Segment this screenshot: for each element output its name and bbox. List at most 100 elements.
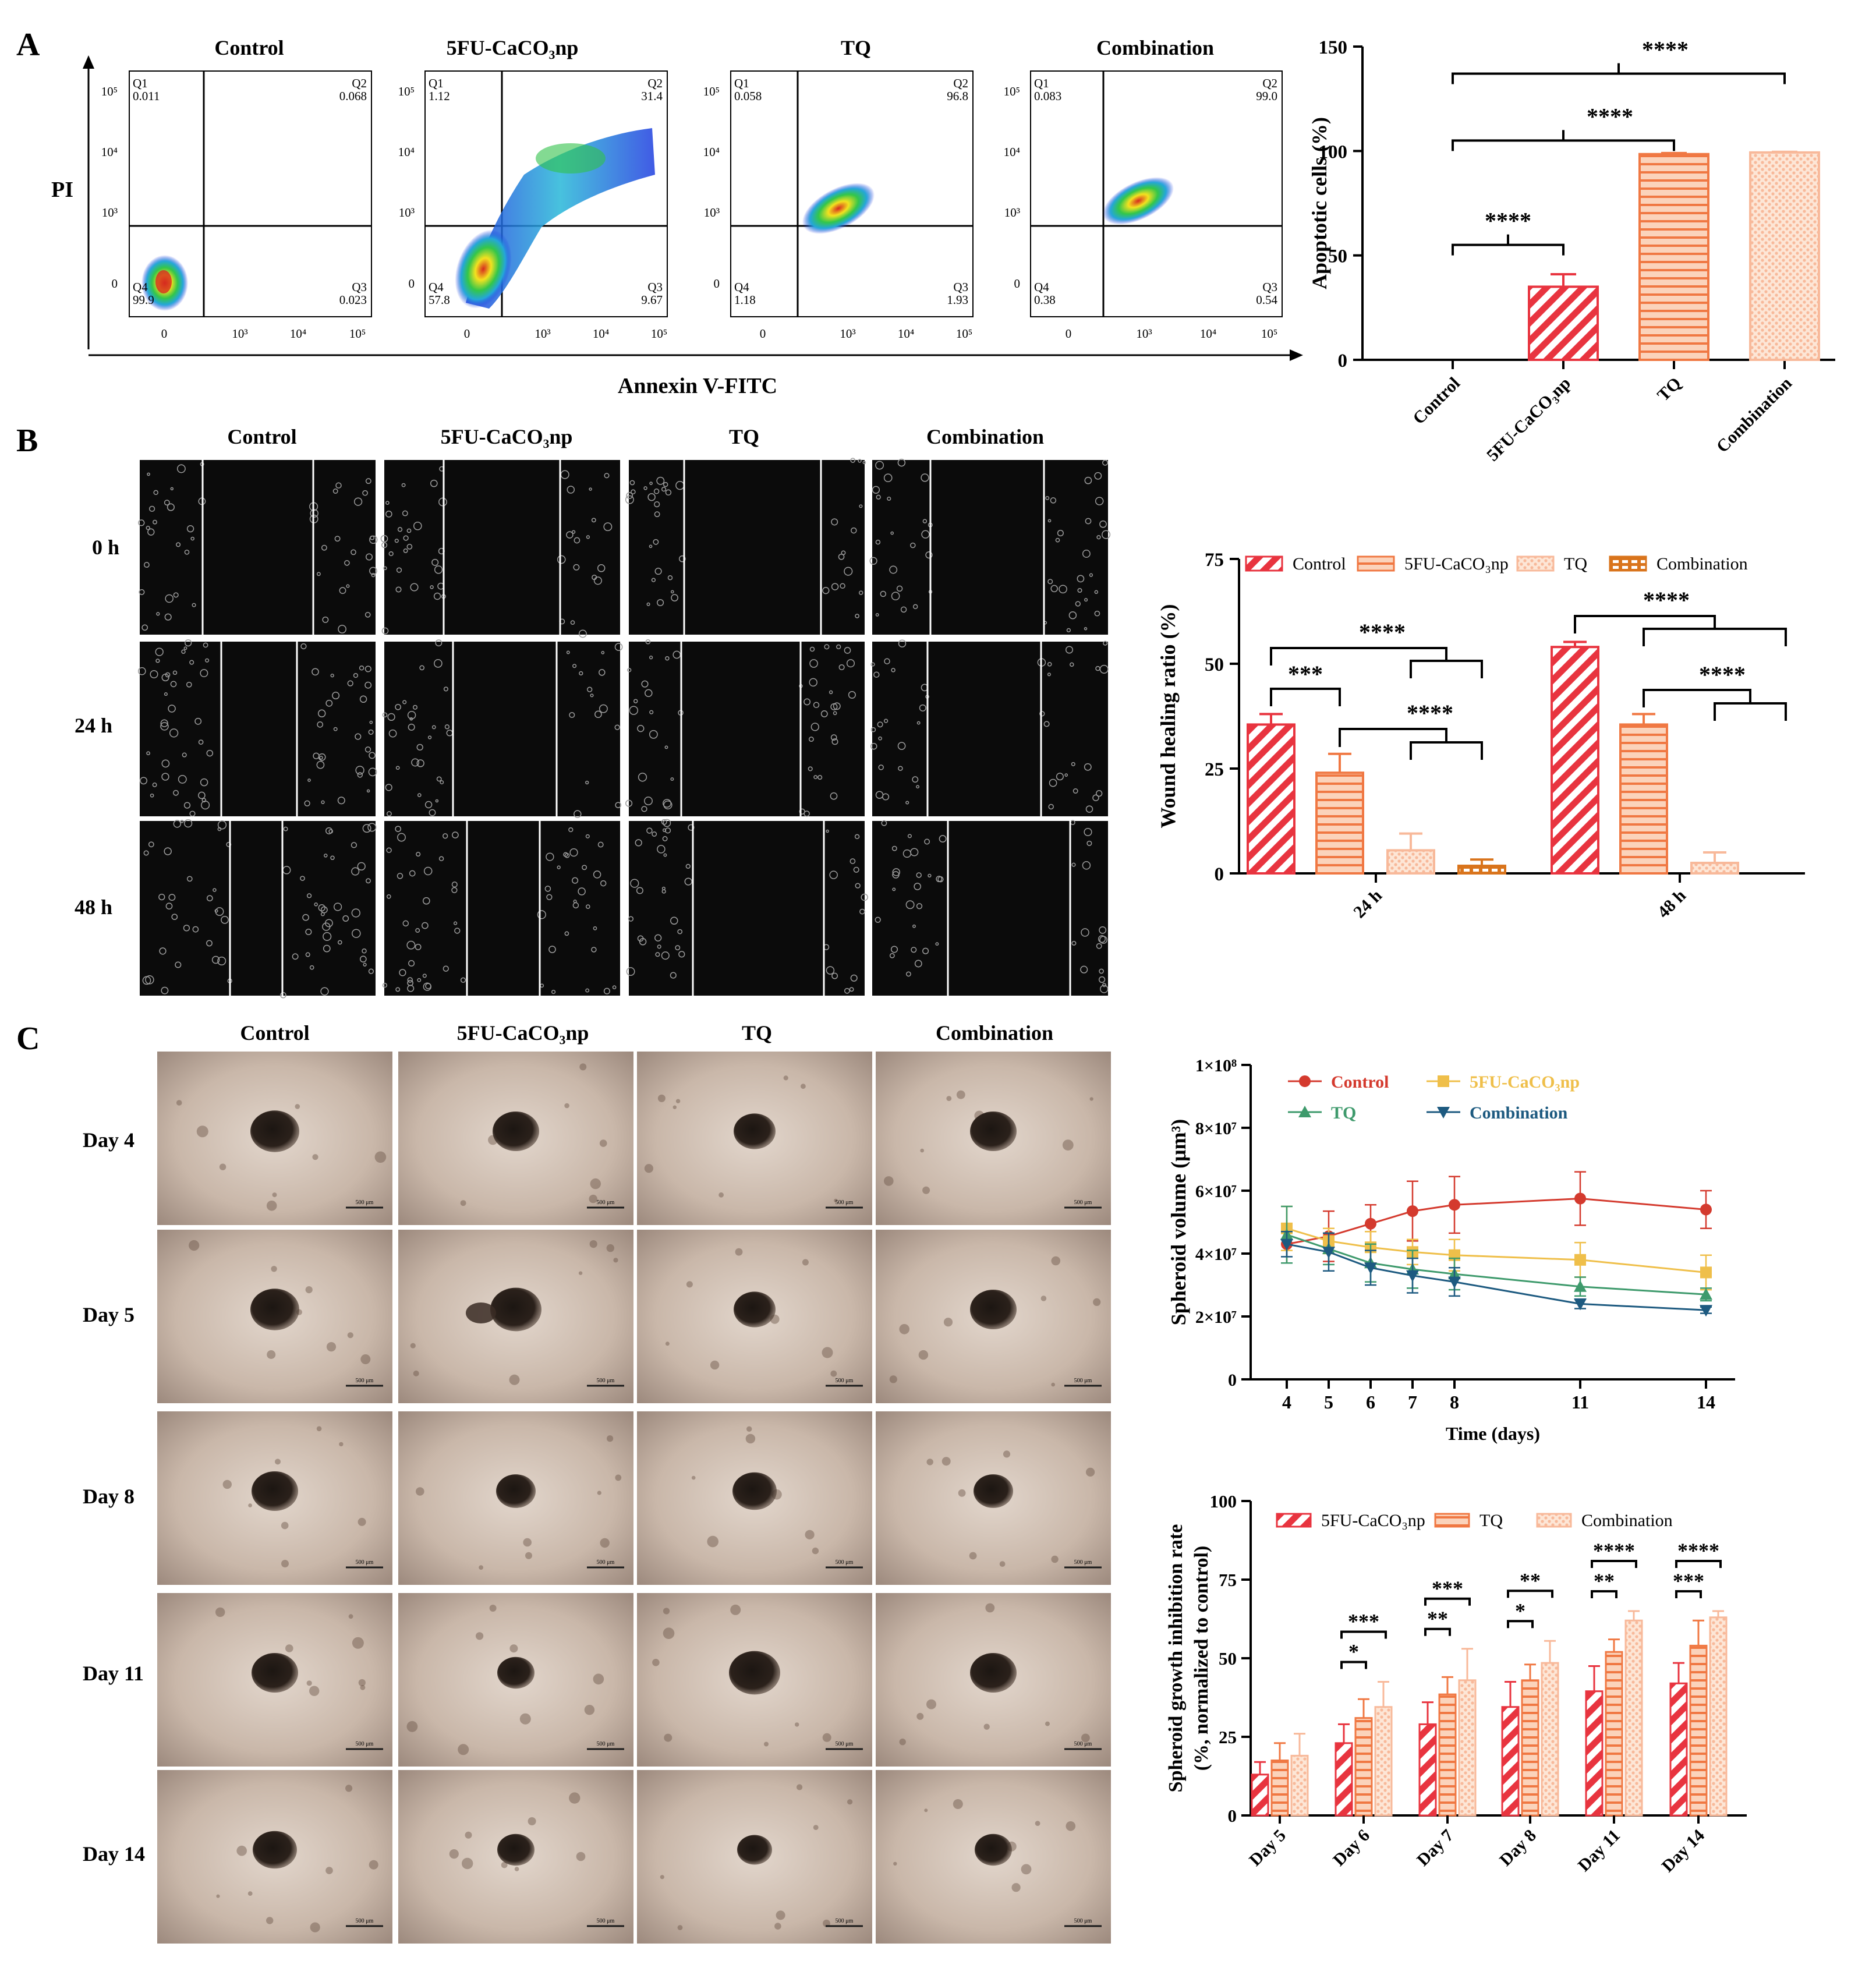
- debris-mark: [660, 1875, 664, 1879]
- debris-mark: [306, 1680, 312, 1686]
- cell-mark: [891, 845, 897, 851]
- wound-micrograph: [625, 458, 866, 635]
- x-tick-label: 24 h: [1350, 886, 1386, 922]
- cell-mark: [189, 660, 194, 665]
- cell-mark: [830, 792, 838, 800]
- cell-mark: [402, 510, 408, 516]
- cell-mark: [365, 553, 373, 561]
- cell-mark: [846, 659, 855, 668]
- cell-mark: [625, 495, 634, 504]
- cell-mark: [312, 668, 319, 676]
- cell-mark: [422, 897, 430, 905]
- cell-mark: [433, 592, 441, 600]
- cell-mark: [371, 573, 376, 578]
- cell-mark: [892, 887, 896, 891]
- cell-mark: [399, 969, 406, 976]
- cell-mark: [368, 767, 377, 777]
- cell-mark: [655, 952, 660, 957]
- cell-mark: [307, 778, 311, 782]
- cell-mark: [861, 893, 868, 901]
- cell-mark: [829, 870, 838, 879]
- cell-mark: [306, 893, 312, 898]
- cell-mark: [1096, 790, 1103, 797]
- debris-mark: [812, 1547, 819, 1555]
- quad-label: Q1: [133, 76, 148, 90]
- significance-label: *: [1348, 1640, 1359, 1663]
- debris-mark: [941, 1457, 951, 1466]
- cell-mark: [664, 827, 671, 834]
- cell-mark: [186, 525, 194, 533]
- scale-bar-label: 500 μm: [1074, 1199, 1092, 1206]
- cell-mark: [206, 749, 214, 757]
- debris-mark: [657, 1094, 666, 1102]
- debris-mark: [1021, 1864, 1032, 1875]
- quad-value: 31.4: [641, 89, 663, 103]
- cell-mark: [831, 518, 838, 526]
- cell-mark: [649, 482, 653, 485]
- wound-micrograph: [138, 460, 378, 635]
- cell-mark: [173, 820, 182, 828]
- spheroid-micrograph: 500 μm: [398, 1052, 633, 1225]
- cell-mark: [854, 834, 860, 840]
- spheroid: [729, 1651, 780, 1695]
- cell-mark: [870, 742, 877, 750]
- cell-mark: [646, 602, 650, 606]
- quad-value: 99.9: [133, 293, 154, 307]
- debris-mark: [677, 1925, 683, 1931]
- x-tick-label: Day 8: [1496, 1826, 1540, 1870]
- significance-label: ****: [1643, 587, 1690, 613]
- b-row-label: 24 h: [75, 714, 112, 737]
- cell-mark: [859, 504, 863, 508]
- debris-mark: [710, 1360, 720, 1370]
- legend-swatch: [1276, 1513, 1312, 1528]
- debris-mark: [615, 1474, 622, 1481]
- cell-mark: [395, 703, 401, 710]
- cell-mark: [153, 519, 157, 525]
- debris-mark: [1086, 1467, 1095, 1477]
- debris-mark: [236, 1845, 247, 1856]
- cell-mark: [366, 789, 370, 793]
- debris-mark: [509, 1644, 518, 1653]
- cell-mark: [368, 968, 374, 974]
- cell-mark: [838, 664, 845, 671]
- spheroid-micrograph: 500 μm: [398, 1770, 633, 1944]
- x-tick: 10⁴: [593, 327, 609, 341]
- cell-mark: [641, 680, 649, 688]
- cell-mark: [352, 929, 361, 938]
- data-point: [1298, 1106, 1311, 1117]
- cell-mark: [656, 476, 665, 485]
- significance-label: ***: [1673, 1569, 1704, 1592]
- debris-mark: [309, 1686, 320, 1696]
- quad-value: 0.068: [339, 89, 367, 103]
- cell-mark: [302, 914, 309, 921]
- cell-mark: [403, 548, 408, 553]
- cell-mark: [383, 566, 387, 571]
- cell-mark: [213, 888, 217, 892]
- cell-mark: [878, 736, 882, 741]
- cell-mark: [323, 944, 331, 953]
- wound-micrograph: [382, 821, 620, 996]
- spheroid: [493, 1112, 539, 1151]
- cell-mark: [198, 739, 204, 745]
- spheroid-micrograph: 500 μm: [637, 1230, 872, 1403]
- cell-mark: [417, 978, 422, 982]
- cell-mark: [353, 672, 359, 678]
- cell-mark: [362, 824, 371, 833]
- data-point: [1406, 1270, 1419, 1282]
- cell-mark: [890, 531, 894, 535]
- x-tick-label: 5: [1324, 1392, 1333, 1413]
- cell-mark: [638, 773, 647, 782]
- cell-mark: [313, 752, 320, 759]
- significance-label: ***: [1348, 1610, 1379, 1633]
- cell-mark: [810, 723, 819, 731]
- quad-label: Q2: [352, 76, 367, 90]
- cell-mark: [1047, 579, 1053, 585]
- cell-mark: [831, 738, 838, 745]
- panel-label-c: C: [16, 1021, 40, 1057]
- cell-mark: [889, 565, 898, 574]
- cell-mark: [875, 539, 881, 545]
- cell-mark: [185, 639, 192, 647]
- cell-mark: [395, 586, 402, 593]
- cell-mark: [585, 834, 590, 838]
- micrograph-background: [140, 460, 376, 635]
